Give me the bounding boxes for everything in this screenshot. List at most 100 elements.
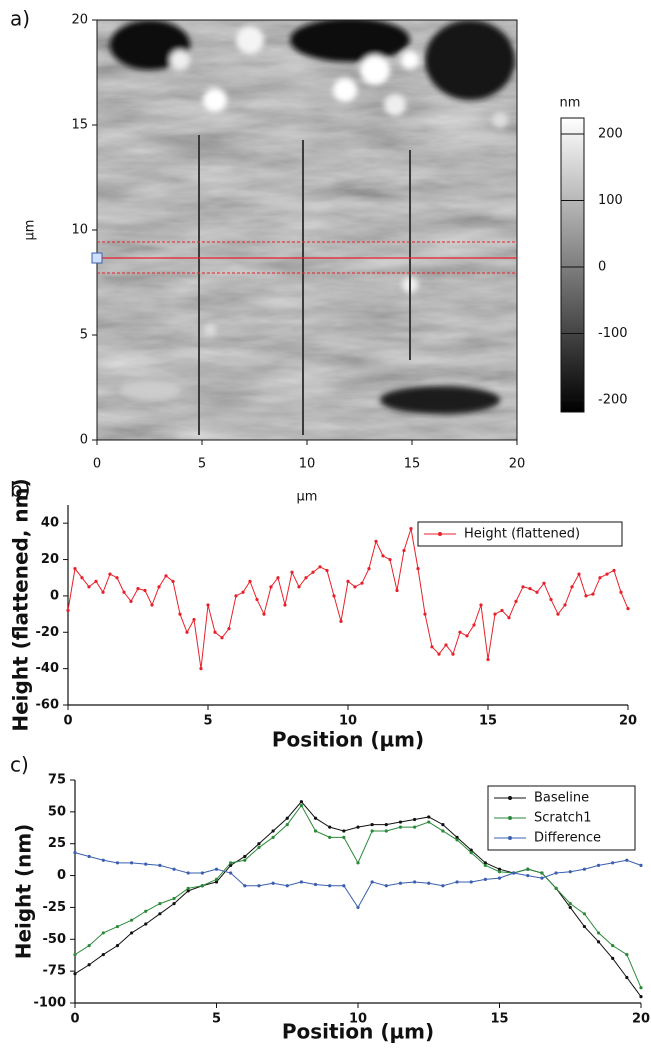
y-tick-label: 25 [48, 836, 66, 851]
data-point [186, 886, 190, 890]
data-point [192, 617, 196, 622]
data-point [144, 922, 148, 926]
data-point [87, 854, 91, 859]
data-point [582, 912, 587, 916]
data-point [150, 603, 154, 607]
data-point [526, 873, 530, 878]
data-point [248, 579, 252, 583]
colorbar-tick-label: -100 [598, 326, 628, 341]
data-point [297, 585, 301, 589]
data-point [80, 576, 84, 580]
data-point [427, 881, 431, 885]
legend-marker [508, 796, 512, 800]
x-axis-label: Position (µm) [272, 728, 424, 752]
y-tick-label: -60 [36, 698, 60, 713]
data-point [87, 585, 91, 589]
data-point [360, 581, 364, 585]
data-point [451, 652, 455, 656]
data-point [497, 870, 502, 874]
data-point [455, 838, 459, 842]
data-point [497, 876, 502, 880]
data-point [313, 829, 318, 833]
panel-label: c) [10, 753, 29, 777]
y-axis-label: Height (nm) [12, 824, 36, 960]
y-tick-label: 40 [41, 516, 59, 531]
x-tick-label: 20 [632, 1012, 650, 1027]
data-point [427, 820, 431, 824]
data-point [497, 867, 502, 871]
data-point [285, 884, 289, 888]
data-point [257, 845, 261, 850]
data-point [625, 858, 629, 862]
colorbar-tick-label: 200 [598, 126, 623, 141]
data-point [639, 986, 643, 990]
data-point [328, 835, 332, 839]
legend-marker [508, 816, 512, 820]
legend-label: Baseline [534, 791, 589, 806]
data-point [229, 861, 233, 865]
data-point [73, 972, 77, 976]
data-point [313, 882, 318, 887]
data-point [220, 636, 224, 640]
data-point [535, 590, 539, 594]
x-tick-label: 5 [212, 1012, 221, 1027]
data-point [342, 884, 346, 888]
data-point [206, 603, 210, 607]
x-tick-label: 0 [93, 457, 101, 472]
data-point [87, 963, 91, 967]
data-point [370, 880, 374, 884]
data-point [269, 585, 273, 589]
data-point [596, 940, 601, 944]
data-point [500, 608, 504, 613]
data-point [596, 931, 601, 935]
data-point [243, 884, 247, 888]
data-point [129, 599, 133, 603]
data-point [356, 861, 360, 865]
y-tick-label: 0 [50, 588, 59, 603]
y-axis-label: Height (flattened, nm) [9, 478, 33, 731]
data-point [115, 576, 119, 580]
legend-marker [508, 836, 512, 840]
data-point [304, 576, 308, 580]
data-point [299, 803, 303, 808]
data-point [639, 995, 643, 999]
data-point [381, 554, 385, 558]
data-point [271, 881, 275, 885]
profile-handle[interactable] [91, 252, 103, 264]
data-point [493, 612, 497, 616]
data-point [144, 909, 148, 913]
data-point [570, 585, 574, 589]
data-point [374, 539, 378, 543]
data-point [582, 867, 587, 871]
data-point [241, 590, 245, 594]
data-point [73, 952, 77, 957]
data-point [243, 858, 247, 862]
data-point [199, 667, 203, 671]
data-point [398, 825, 403, 829]
data-point [185, 630, 189, 634]
data-point [598, 576, 602, 580]
data-point [521, 585, 525, 589]
data-point [441, 823, 445, 827]
colorbar-tick-label: -200 [598, 393, 628, 408]
series-line [67, 528, 629, 669]
data-point [367, 567, 371, 571]
data-point [214, 867, 219, 871]
data-point [526, 867, 530, 871]
colorbar-tick-label: 100 [598, 193, 623, 208]
data-point [171, 579, 175, 583]
y-tick-label: 15 [71, 118, 88, 133]
data-point [483, 863, 487, 867]
data-point [554, 886, 558, 890]
x-tick-label: 15 [479, 714, 497, 729]
data-point [144, 862, 148, 866]
data-point [172, 867, 176, 871]
data-point [318, 565, 322, 569]
data-point [353, 585, 357, 589]
colorbar [560, 117, 585, 413]
data-point [486, 657, 490, 662]
data-point [441, 884, 445, 888]
data-point [413, 880, 417, 884]
data-point [136, 587, 140, 591]
